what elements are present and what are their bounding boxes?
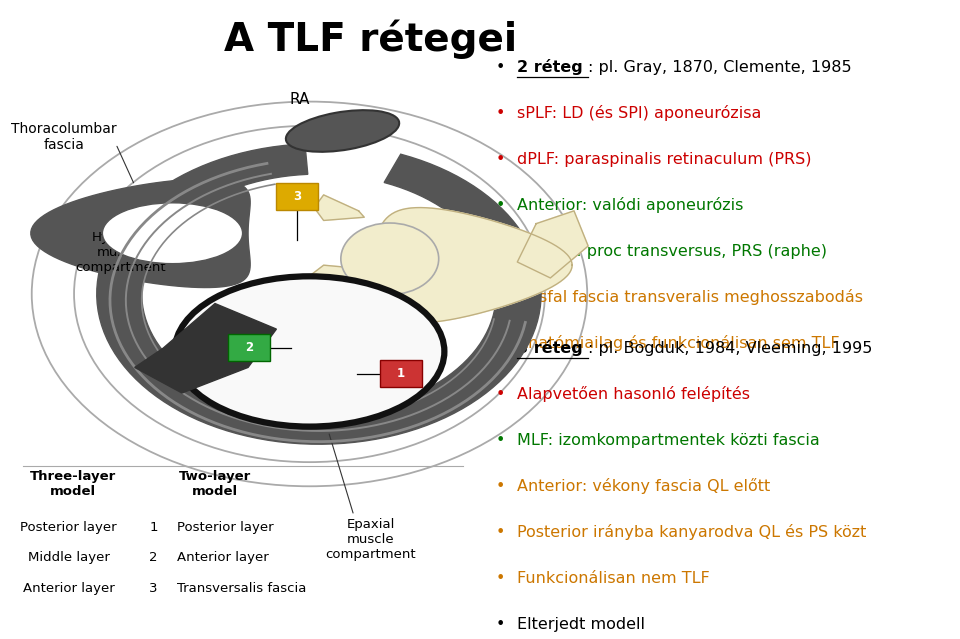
Text: •: • (495, 197, 505, 213)
Ellipse shape (175, 276, 444, 427)
Text: Epaxial
muscle
compartment: Epaxial muscle compartment (325, 518, 417, 562)
Text: Anterior layer: Anterior layer (178, 551, 269, 564)
Text: •: • (495, 243, 505, 259)
Text: RA: RA (290, 91, 310, 107)
Text: •: • (495, 525, 505, 540)
Text: MLF: izomkompartmentek közti fascia: MLF: izomkompartmentek közti fascia (517, 433, 820, 448)
Text: •: • (495, 433, 505, 448)
Text: Anterior layer: Anterior layer (23, 582, 114, 595)
Ellipse shape (103, 203, 243, 264)
Text: Határai: proc transversus, PRS (raphe): Határai: proc transversus, PRS (raphe) (517, 243, 828, 259)
Text: •: • (495, 289, 505, 305)
Text: Funkcionálisan nem TLF: Funkcionálisan nem TLF (517, 571, 710, 586)
Text: 2: 2 (150, 551, 157, 564)
FancyBboxPatch shape (276, 183, 318, 210)
Text: 3 réteg: 3 réteg (517, 340, 583, 357)
Text: Hypaxial
muscle
compartment: Hypaxial muscle compartment (75, 231, 166, 274)
FancyBboxPatch shape (228, 334, 270, 361)
Text: 2 réteg: 2 réteg (517, 59, 583, 75)
Text: •: • (495, 387, 505, 402)
Text: •: • (495, 335, 505, 351)
Polygon shape (314, 195, 364, 220)
Text: 2: 2 (245, 341, 253, 354)
Text: Posterior irányba kanyarodva QL és PS közt: Posterior irányba kanyarodva QL és PS kö… (517, 524, 867, 541)
Text: A TLF rétegei: A TLF rétegei (225, 19, 517, 59)
Text: •: • (495, 105, 505, 121)
Text: 3: 3 (293, 190, 301, 203)
Text: : pl. Gray, 1870, Clemente, 1985: : pl. Gray, 1870, Clemente, 1985 (588, 59, 852, 75)
Text: Anatómiailag és funkcionálisan sem TLF: Anatómiailag és funkcionálisan sem TLF (517, 335, 840, 351)
Text: •: • (495, 479, 505, 494)
Polygon shape (517, 211, 588, 278)
FancyBboxPatch shape (380, 360, 421, 387)
Text: •: • (495, 151, 505, 167)
Text: Ps: Ps (348, 277, 365, 292)
Ellipse shape (286, 110, 399, 152)
Text: •: • (495, 59, 505, 75)
Polygon shape (97, 144, 541, 444)
Text: Anterior: valódi aponeurózis: Anterior: valódi aponeurózis (517, 197, 744, 213)
Text: Three-layer
model: Three-layer model (30, 470, 116, 498)
Text: Posterior layer: Posterior layer (20, 521, 117, 534)
Polygon shape (373, 208, 572, 323)
Text: Anterior: vékony fascia QL előtt: Anterior: vékony fascia QL előtt (517, 478, 771, 495)
Text: •: • (495, 341, 505, 356)
Text: 1: 1 (397, 367, 405, 380)
Text: QL: QL (302, 341, 323, 356)
Polygon shape (31, 179, 251, 288)
Text: •: • (495, 617, 505, 632)
Text: 3: 3 (150, 582, 157, 595)
Text: ES: ES (343, 382, 362, 397)
Text: 1: 1 (150, 521, 157, 534)
Text: Two-layer
model: Two-layer model (179, 470, 252, 498)
Polygon shape (309, 265, 359, 288)
Text: Hasfal fascia transveralis meghosszabodás: Hasfal fascia transveralis meghosszabodá… (517, 289, 863, 305)
Text: Posterior layer: Posterior layer (178, 521, 274, 534)
Ellipse shape (341, 223, 439, 295)
Text: dPLF: paraspinalis retinaculum (PRS): dPLF: paraspinalis retinaculum (PRS) (517, 151, 812, 167)
Text: sPLF: LD (és SPI) aponeurózisa: sPLF: LD (és SPI) aponeurózisa (517, 105, 761, 121)
Text: Alapvetően hasonló felépítés: Alapvetően hasonló felépítés (517, 386, 751, 403)
Text: LD: LD (217, 366, 237, 381)
Text: : pl. Bogduk, 1984, Vleeming, 1995: : pl. Bogduk, 1984, Vleeming, 1995 (588, 341, 873, 356)
Text: •: • (495, 571, 505, 586)
Text: Transversalis fascia: Transversalis fascia (178, 582, 306, 595)
Text: L3: L3 (430, 263, 463, 287)
Text: Elterjedt modell: Elterjedt modell (517, 617, 645, 632)
Text: Thoracolumbar
fascia: Thoracolumbar fascia (11, 122, 117, 153)
Text: Middle layer: Middle layer (28, 551, 109, 564)
Polygon shape (134, 304, 276, 393)
